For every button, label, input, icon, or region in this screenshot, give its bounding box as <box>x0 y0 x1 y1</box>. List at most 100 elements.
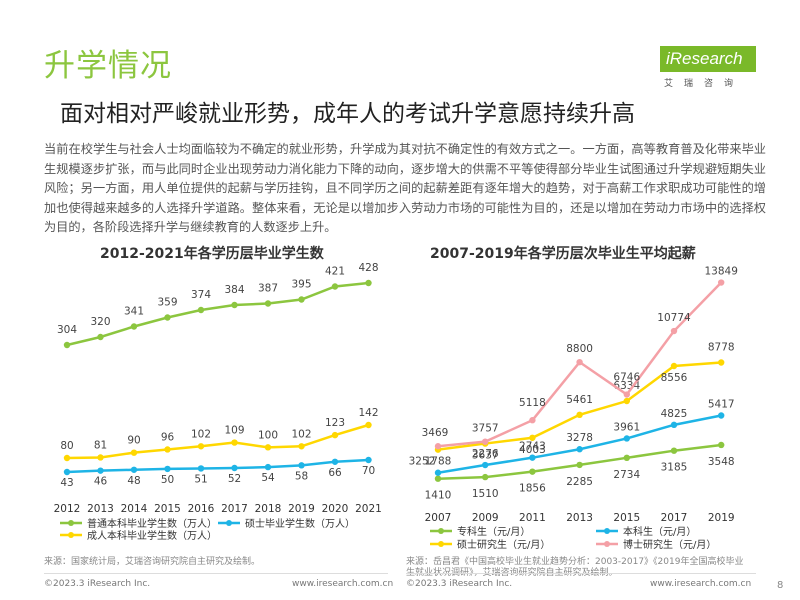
data-label-1-3: 3278 <box>566 432 593 444</box>
legend-label-2: 硕士毕业学生数（万人） <box>245 517 355 530</box>
data-label-1-4: 102 <box>191 428 211 440</box>
page-number: 8 <box>777 580 784 591</box>
x-tick-label-4: 2016 <box>188 503 215 515</box>
data-point-3-4 <box>623 391 630 398</box>
data-point-0-1 <box>97 333 104 341</box>
data-point-0-4 <box>197 306 205 314</box>
data-label-0-3: 359 <box>157 297 177 309</box>
data-point-2-1 <box>97 467 104 474</box>
right-source-line-1: 来源：岳昌君《中国高校毕业生就业趋势分析：2003-2017》《2019年全国高… <box>406 557 744 567</box>
section-title: 升学情况 <box>44 48 172 84</box>
graduates-line-chart: 304 320 341 359 374 384 387 395 421 428 80 81 90 96 10… <box>54 262 382 542</box>
series-line-2 <box>66 458 369 474</box>
logo-wordmark: iResearch <box>660 46 756 72</box>
data-point-2-8 <box>331 458 339 465</box>
data-label-2-0: 3252 <box>409 456 436 468</box>
data-label-0-1: 320 <box>90 316 110 328</box>
data-label-2-1: 46 <box>94 476 108 488</box>
data-label-1-2: 2743 <box>519 441 546 453</box>
data-point-2-2 <box>130 466 138 473</box>
data-point-0-6 <box>718 441 725 449</box>
data-label-1-4: 3961 <box>613 421 640 433</box>
legend-marker-3 <box>604 541 610 547</box>
x-tick-label-9: 2021 <box>355 503 382 515</box>
data-point-1-4 <box>623 435 630 442</box>
x-tick-label-7: 2019 <box>288 503 315 515</box>
right-footer-url: www.iresearch.com.cn <box>650 579 752 589</box>
data-label-1-8: 123 <box>325 417 345 429</box>
data-point-0-5 <box>670 447 678 454</box>
x-tick-label-6: 2019 <box>708 512 735 524</box>
data-point-0-8 <box>331 283 339 290</box>
data-point-0-2 <box>130 323 138 330</box>
data-label-3-5: 10774 <box>657 312 691 324</box>
data-point-1-7 <box>298 443 305 450</box>
data-point-3-6 <box>718 279 725 286</box>
x-tick-label-2: 2011 <box>519 512 546 524</box>
data-point-1-5 <box>231 439 238 446</box>
data-label-0-0: 1410 <box>425 490 452 502</box>
data-point-2-0 <box>63 468 71 476</box>
data-point-2-4 <box>623 397 630 405</box>
data-point-1-9 <box>365 421 372 429</box>
data-point-2-7 <box>298 462 305 469</box>
data-label-2-0: 43 <box>60 477 73 489</box>
right-footer-copyright: ©2023.3 iResearch Inc. <box>406 579 513 589</box>
data-label-3-2: 5118 <box>519 397 546 409</box>
data-label-3-0: 3469 <box>422 427 449 439</box>
data-label-2-5: 52 <box>228 473 241 485</box>
data-label-2-4: 51 <box>194 473 207 485</box>
data-label-2-2: 4003 <box>519 444 546 456</box>
headline: 面对相对严峻就业形势，成年人的考试升学意愿持续升高 <box>60 101 635 127</box>
data-point-2-4 <box>197 465 205 472</box>
data-point-0-6 <box>264 300 272 307</box>
left-footer-copyright: ©2023.3 iResearch Inc. <box>44 579 151 589</box>
data-point-1-3 <box>576 446 583 453</box>
x-tick-label-3: 2015 <box>154 503 181 515</box>
data-point-0-4 <box>623 454 630 462</box>
data-label-2-1: 3637 <box>472 450 499 462</box>
iresearch-logo: iResearch 艾瑞咨询 <box>660 46 760 96</box>
data-point-0-5 <box>231 301 238 309</box>
data-label-0-5: 384 <box>224 284 244 296</box>
logo-subtitle: 艾瑞咨询 <box>664 79 745 89</box>
data-point-1-2 <box>130 449 138 456</box>
left-footer-url: www.iresearch.com.cn <box>292 579 394 589</box>
data-point-1-6 <box>718 412 725 419</box>
x-tick-label-0: 2007 <box>425 512 452 524</box>
data-label-0-3: 2285 <box>566 476 593 488</box>
data-point-0-7 <box>298 296 305 303</box>
data-point-0-9 <box>365 279 372 287</box>
data-label-2-3: 50 <box>161 474 174 486</box>
data-point-3-5 <box>670 327 678 335</box>
legend-label-1: 成人本科毕业学生数（万人） <box>87 529 217 542</box>
series-line-0 <box>66 281 369 347</box>
data-label-0-9: 428 <box>358 262 378 274</box>
data-label-1-1: 81 <box>94 439 107 451</box>
right-footer-divider <box>406 573 756 574</box>
data-point-1-0 <box>63 454 71 462</box>
x-tick-label-2: 2014 <box>121 503 148 515</box>
data-label-3-4: 6746 <box>613 372 640 384</box>
data-label-0-5: 3185 <box>661 462 688 474</box>
data-point-0-0 <box>63 341 71 349</box>
legend-label-1: 本科生（元/月） <box>623 525 696 538</box>
data-label-0-0: 304 <box>57 324 77 336</box>
data-label-3-3: 8800 <box>566 343 593 355</box>
x-tick-label-6: 2018 <box>255 503 282 515</box>
legend-marker-2 <box>226 520 232 526</box>
data-point-0-1 <box>482 473 489 481</box>
data-label-0-7: 395 <box>291 279 311 291</box>
data-label-1-3: 96 <box>161 431 175 443</box>
data-point-2-5 <box>231 464 238 472</box>
data-label-0-2: 341 <box>124 306 144 318</box>
data-point-3-2 <box>529 417 536 424</box>
legend-marker-1 <box>604 528 610 534</box>
right-chart-title: 2007-2019年各学历层次毕业生平均起薪 <box>430 246 696 262</box>
data-point-0-2 <box>529 468 536 475</box>
left-source-note: 来源：国家统计局，艾瑞咨询研究院自主研究及绘制。 <box>44 557 261 567</box>
data-label-2-6: 54 <box>261 472 275 484</box>
data-point-2-2 <box>529 434 536 441</box>
data-point-1-8 <box>331 431 339 439</box>
data-label-2-5: 8556 <box>661 372 688 384</box>
